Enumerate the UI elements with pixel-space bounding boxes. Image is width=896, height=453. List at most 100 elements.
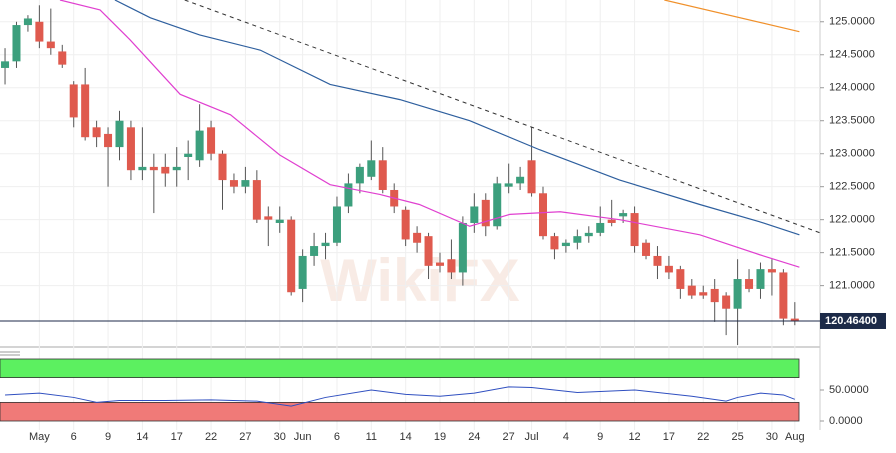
candle-body: [207, 127, 216, 154]
x-tick-label: 30: [274, 431, 286, 443]
candle-body: [46, 41, 55, 49]
candle-body: [687, 285, 696, 296]
candle-body: [596, 222, 605, 233]
candle-body: [275, 219, 284, 223]
indicator-zone: [0, 358, 800, 379]
candle-body: [367, 160, 376, 177]
candle-body: [92, 127, 101, 138]
x-tick-label: Aug: [785, 431, 805, 443]
y-tick-label: 0.0000: [829, 415, 863, 427]
candle-body: [630, 213, 639, 247]
candle-body: [733, 279, 742, 309]
y-tick-label: 121.0000: [829, 280, 875, 292]
x-tick-label: Jul: [525, 431, 539, 443]
candle-body: [321, 242, 330, 247]
x-tick-label: 6: [334, 431, 340, 443]
x-tick-label: 9: [105, 431, 111, 443]
candle-body: [195, 130, 204, 161]
candle-body: [161, 166, 170, 174]
candle-body: [344, 183, 353, 207]
candle-body: [69, 84, 78, 118]
x-tick-label: 19: [434, 431, 446, 443]
x-tick-label: 17: [171, 431, 183, 443]
y-tick-label: 50.0000: [829, 384, 869, 396]
candle-body: [149, 166, 158, 171]
y-tick-label: 125.0000: [829, 16, 875, 28]
x-tick-label: 25: [731, 431, 743, 443]
last-price-tag: [820, 312, 886, 329]
candle-body: [664, 265, 673, 273]
moving-average: [664, 0, 800, 33]
candle-body: [229, 180, 238, 187]
candle-body: [756, 269, 765, 289]
candle-body: [1, 61, 10, 68]
candle-body: [527, 160, 536, 194]
candle-body: [699, 292, 708, 296]
candle-body: [504, 183, 513, 187]
candle-body: [619, 213, 628, 217]
candle-body: [653, 255, 662, 266]
x-tick-label: 11: [366, 431, 377, 443]
x-tick-label: 27: [239, 431, 251, 443]
watermark: WikiFX: [320, 247, 519, 314]
moving-average: [114, 0, 800, 236]
candle-body: [23, 18, 32, 26]
candle-body: [538, 193, 548, 237]
candle-body: [58, 51, 67, 65]
candle-body: [584, 232, 593, 237]
y-tick-label: 123.0000: [829, 148, 875, 160]
candle-body: [126, 127, 135, 171]
x-tick-label: 22: [697, 431, 709, 443]
candle-body: [424, 236, 433, 266]
candles: [1, 0, 820, 345]
candle-body: [287, 219, 296, 293]
candle-body: [378, 160, 387, 190]
candle-body: [722, 295, 731, 309]
candle-body: [413, 232, 422, 243]
candle-body: [401, 209, 410, 240]
x-tick-label: 27: [503, 431, 515, 443]
candle-body: [355, 166, 364, 184]
x-tick-label: Jun: [294, 431, 312, 443]
x-tick-label: 4: [563, 431, 569, 443]
candle-body: [550, 236, 559, 250]
candle-body: [710, 288, 719, 303]
y-tick-label: 123.5000: [829, 115, 875, 127]
candle-body: [447, 259, 456, 273]
x-tick-label: 17: [663, 431, 675, 443]
candle-body: [35, 21, 44, 42]
candle-body: [298, 255, 307, 289]
x-tick-label: May: [29, 431, 50, 443]
candle-body: [172, 166, 181, 171]
candle-body: [745, 279, 754, 289]
x-tick-label: 30: [766, 431, 778, 443]
candle-body: [138, 166, 147, 171]
x-tick-label: 14: [136, 431, 148, 443]
y-tick-label: 121.5000: [829, 247, 875, 259]
indicator-zone: [0, 401, 800, 422]
candle-body: [642, 242, 651, 256]
candle-body: [767, 269, 776, 273]
candle-body: [790, 318, 799, 322]
candle-body: [81, 84, 90, 138]
trendline: [184, 0, 820, 234]
y-tick-label: 122.0000: [829, 214, 875, 226]
candle-body: [252, 180, 261, 220]
candle-body: [676, 269, 685, 289]
x-tick-label: 12: [628, 431, 640, 443]
moving-average: [59, 0, 800, 268]
candle-body: [104, 133, 113, 148]
candle-body: [115, 120, 124, 148]
candle-body: [310, 246, 319, 256]
y-tick-label: 122.5000: [829, 181, 875, 193]
candle-body: [12, 25, 21, 62]
x-tick-label: 9: [597, 431, 603, 443]
candle-body: [779, 272, 788, 319]
candle-body: [470, 206, 479, 223]
candle-body: [481, 199, 490, 227]
indicator-line: [5, 386, 795, 407]
candle-body: [332, 206, 341, 243]
